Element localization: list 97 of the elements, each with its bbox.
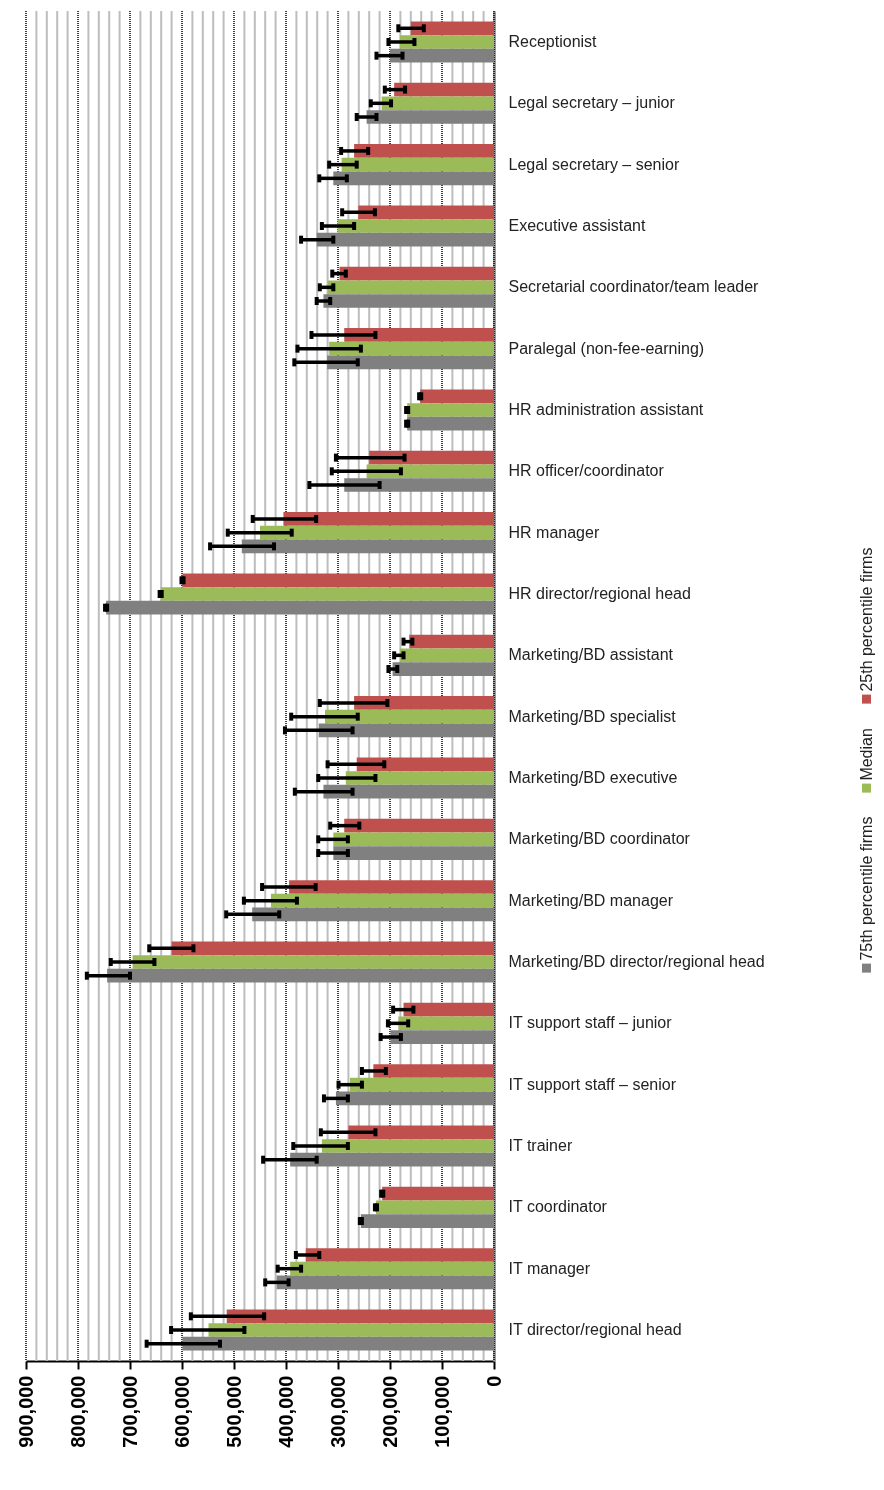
bar [208,1323,494,1337]
y-tick-label: HR manager [508,523,600,541]
y-tick-label: HR director/regional head [508,585,691,602]
bar [252,907,494,922]
bar [345,771,494,785]
bar [182,1336,494,1351]
y-tick-label: Marketing/BD manager [508,891,674,909]
y-tick-label: Marketing/BD assistant [508,646,674,664]
bar [354,144,494,158]
y-tick-label: IT manager [508,1259,591,1277]
bar [335,1091,494,1106]
bar [407,416,494,431]
y-tick-label: Paralegal (non-fee-earning) [508,339,705,357]
y-tick-label: Executive assistant [508,216,647,234]
bar [375,1200,494,1215]
y-tick-label: HR officer/coordinator [508,462,665,480]
bar [333,171,494,186]
bar [358,205,494,220]
x-tick-label: 500,000 [222,1375,245,1448]
y-tick-label: IT support staff – junior [508,1014,673,1032]
bar [409,634,494,649]
x-tick-label: 800,000 [66,1375,89,1448]
y-tick-label: Marketing/BD specialist [508,707,677,725]
y-tick-label: Receptionist [508,32,598,50]
bar [290,1261,494,1276]
y-tick-label: Secretarial coordinator/team leader [508,278,760,296]
bar [339,266,494,281]
bar [394,82,494,97]
bar [337,219,494,233]
bar [390,1030,494,1044]
bar [399,35,494,49]
bar [356,757,494,772]
bar [325,709,494,724]
bar [341,157,494,172]
bar [283,512,494,526]
bar [349,1077,494,1092]
bar [270,893,494,908]
bar [106,600,494,615]
y-tick-label: Legal secretary – junior [508,94,676,112]
bar [226,1309,494,1324]
y-tick-label: IT director/regional head [508,1321,682,1339]
x-tick-label: 100,000 [430,1375,453,1448]
bar [323,784,494,799]
y-tick-label: Marketing/BD executive [508,769,678,786]
text: 25th percentile firms [858,547,876,692]
bar [398,1016,494,1031]
bar [241,539,494,554]
bar [305,1248,494,1262]
bar [327,280,494,295]
bar [382,1186,494,1201]
y-tick-label: Legal secretary – senior [508,155,680,173]
bar [316,232,494,247]
y-tick-label: Marketing/BD coordinator [508,830,691,848]
bar [321,1139,494,1153]
bar [366,464,494,479]
bar [373,1064,494,1078]
bar [318,723,494,738]
bar [344,328,494,342]
y-tick-label: HR administration assistant [508,400,704,418]
bar [289,880,494,894]
bar [276,1275,494,1290]
bar [327,355,494,370]
x-tick-label: 600,000 [170,1375,193,1448]
bar [333,846,494,860]
text: Median [858,727,876,781]
y-tick-label: IT support staff – senior [508,1075,677,1093]
x-tick-label: 900,000 [14,1375,37,1448]
bar [360,1214,494,1228]
x-tick-label: 300,000 [326,1375,349,1448]
x-tick-label: 0 [482,1375,505,1387]
x-tick-label: 700,000 [118,1375,141,1448]
text: 75th percentile firms [858,816,876,961]
bar [410,21,494,36]
bar [182,573,494,588]
x-tick-label: 200,000 [378,1375,401,1448]
bar [333,832,494,847]
y-tick-label: IT trainer [508,1137,573,1155]
bar [132,955,494,969]
bar [381,96,494,111]
bar [369,450,494,465]
x-tick-label: 400,000 [274,1375,297,1448]
bar [403,1002,494,1017]
bar [348,1125,494,1140]
bar [390,48,494,63]
bar [344,818,494,833]
bar [420,389,494,404]
bar [290,1152,494,1167]
bar [344,478,494,492]
y-tick-label: IT coordinator [508,1198,608,1216]
bar [329,341,494,356]
bar [107,968,494,983]
bar [323,294,494,308]
bar [171,941,494,956]
bar [354,696,494,710]
y-tick-label: Marketing/BD director/regional head [508,953,765,971]
bar [260,525,494,540]
bar [366,110,494,124]
